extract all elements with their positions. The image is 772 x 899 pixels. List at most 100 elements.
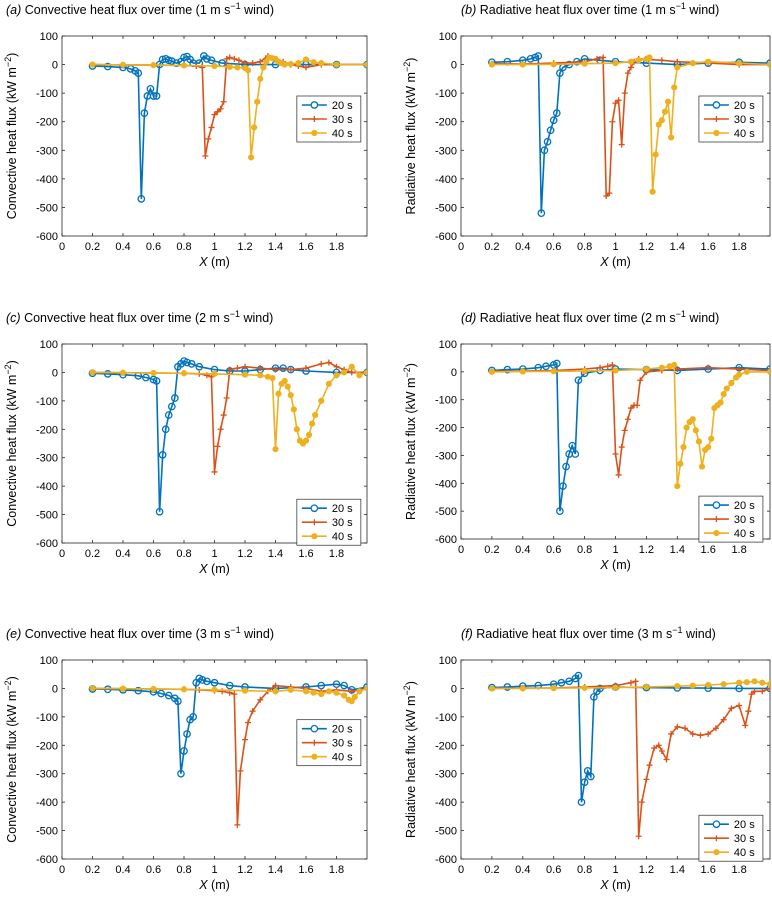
plot-area	[88, 52, 367, 203]
data-point	[748, 691, 755, 698]
x-tick-label: 0.2	[484, 544, 499, 556]
data-point	[680, 443, 687, 451]
data-point	[281, 377, 288, 385]
y-tick-label: -200	[435, 423, 457, 435]
data-point	[543, 137, 552, 146]
y-tick-label: -500	[36, 826, 58, 838]
data-point	[618, 444, 625, 451]
data-point	[627, 64, 634, 71]
legend-marker	[310, 504, 319, 513]
data-point	[167, 402, 176, 411]
data-point	[305, 431, 313, 439]
data-point	[767, 685, 770, 692]
data-point	[698, 463, 706, 470]
data-point	[658, 747, 665, 754]
data-point	[574, 671, 583, 680]
data-point	[571, 450, 580, 458]
y-tick-label: -400	[435, 174, 457, 186]
data-point	[751, 678, 758, 685]
data-point	[226, 54, 233, 61]
data-point	[658, 117, 665, 124]
data-point	[627, 679, 634, 686]
data-point	[550, 61, 557, 68]
data-point	[663, 756, 670, 763]
legend-label: 30 s	[734, 514, 755, 526]
legend-marker	[712, 501, 721, 509]
x-tick-label: 0	[59, 864, 65, 876]
data-point	[150, 62, 157, 69]
data-point	[658, 364, 665, 371]
data-point	[217, 426, 224, 433]
data-point	[603, 193, 610, 199]
data-point	[728, 379, 735, 387]
data-point	[208, 124, 215, 131]
data-point	[140, 109, 149, 117]
data-point	[303, 365, 309, 372]
data-point	[231, 691, 238, 698]
data-point	[234, 365, 241, 372]
y-tick-label: -100	[435, 395, 457, 407]
data-point	[759, 679, 766, 686]
data-point	[220, 98, 227, 105]
data-point	[580, 778, 589, 787]
data-point	[257, 696, 264, 703]
data-point	[586, 772, 595, 781]
data-point	[226, 366, 233, 373]
chart-title: (c) Convective heat flux over time (2 m …	[6, 309, 273, 325]
data-point	[172, 59, 181, 67]
data-point	[260, 64, 267, 71]
legend-label: 20 s	[734, 500, 755, 512]
data-point	[152, 377, 161, 385]
data-point	[557, 678, 566, 687]
legend-marker	[311, 739, 318, 746]
data-point	[263, 58, 270, 65]
data-point	[674, 64, 681, 71]
data-point	[211, 686, 218, 693]
data-point	[705, 730, 712, 737]
data-point	[728, 705, 735, 712]
y-tick-label: 100	[40, 655, 58, 667]
data-point	[503, 683, 512, 691]
x-tick-label: 1	[612, 544, 618, 556]
data-point	[356, 372, 363, 379]
data-point	[720, 716, 727, 723]
x-tick-label: 1.6	[298, 548, 313, 560]
data-point	[550, 685, 557, 692]
data-point	[618, 141, 625, 148]
data-point	[119, 685, 127, 692]
x-tick-label: 1.2	[237, 864, 252, 876]
x-tick-label: 1	[211, 548, 217, 560]
data-point	[103, 369, 112, 378]
legend: 20 s 30 s 40 s	[698, 495, 764, 543]
data-point	[249, 708, 256, 715]
data-point	[556, 69, 564, 77]
data-point	[766, 61, 770, 68]
data-point	[281, 61, 288, 68]
data-point	[348, 698, 355, 705]
y-tick-label: -600	[435, 231, 457, 243]
data-point	[237, 767, 244, 774]
data-point	[674, 366, 681, 373]
data-point	[333, 689, 340, 696]
x-tick-label: 1.4	[670, 544, 685, 556]
data-point	[310, 59, 317, 66]
data-point	[488, 61, 495, 68]
data-point	[226, 63, 233, 70]
legend-label: 20 s	[332, 100, 353, 112]
plot-area	[88, 674, 367, 828]
data-point	[723, 385, 730, 392]
data-point	[562, 462, 570, 471]
x-tick-label: 1.2	[639, 544, 654, 556]
legend-label: 40 s	[332, 128, 353, 140]
data-point	[211, 62, 218, 70]
plot-area	[488, 52, 770, 217]
legend-label: 40 s	[332, 531, 353, 543]
data-point	[697, 732, 704, 739]
x-tick-label: 0.8	[577, 864, 592, 876]
data-point	[234, 821, 241, 828]
data-point	[674, 58, 681, 65]
data-point	[219, 688, 226, 695]
data-point	[658, 57, 665, 64]
data-point	[333, 372, 340, 379]
